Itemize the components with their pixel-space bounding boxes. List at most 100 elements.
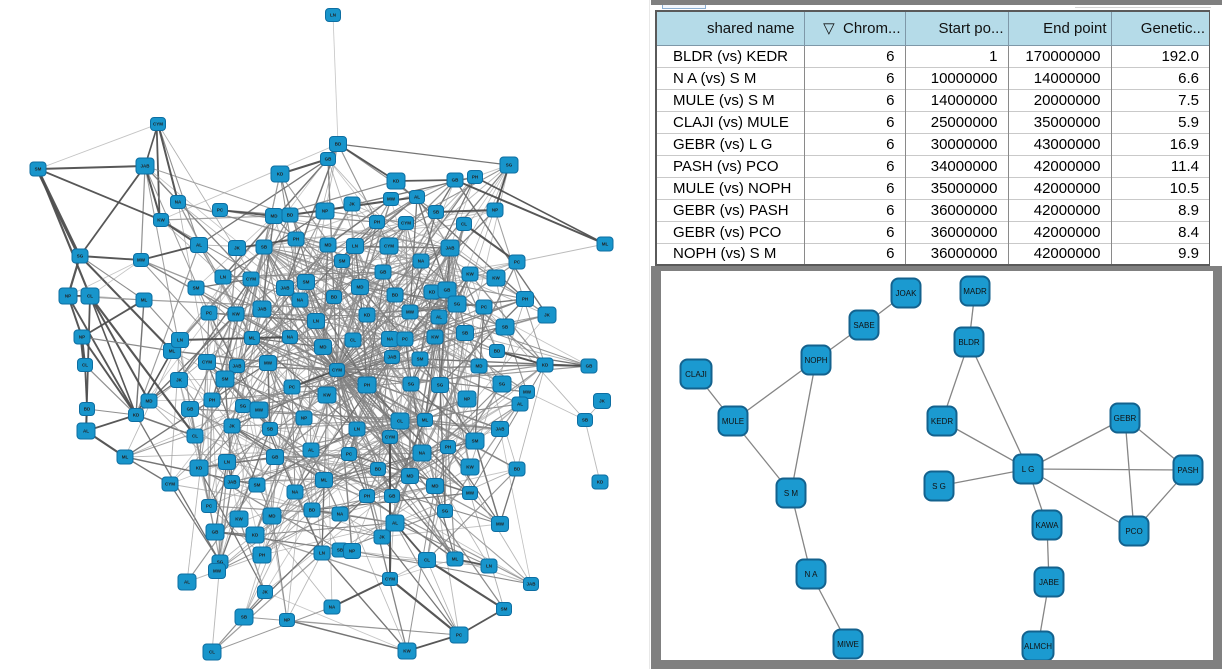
svg-text:KW: KW <box>466 272 474 277</box>
svg-text:JK: JK <box>379 535 386 540</box>
svg-text:LN: LN <box>313 319 319 324</box>
svg-text:PC: PC <box>402 337 409 342</box>
svg-text:ML: ML <box>122 455 129 460</box>
svg-text:ML: ML <box>602 242 609 247</box>
svg-text:SM: SM <box>339 259 346 264</box>
svg-text:KW: KW <box>232 312 240 317</box>
svg-text:ML: ML <box>249 336 256 341</box>
svg-text:MULE: MULE <box>722 417 744 426</box>
svg-text:ML: ML <box>321 478 328 483</box>
svg-text:SABE: SABE <box>853 321 874 330</box>
svg-text:KD: KD <box>542 363 549 368</box>
svg-text:NA: NA <box>175 200 182 205</box>
svg-text:BD: BD <box>392 293 399 298</box>
svg-text:PASH: PASH <box>1177 466 1198 475</box>
svg-text:KD: KD <box>393 179 400 184</box>
svg-text:SM: SM <box>35 167 42 172</box>
svg-text:JAB: JAB <box>257 307 267 312</box>
svg-text:JAB: JAB <box>232 364 242 369</box>
svg-text:CLAJI: CLAJI <box>685 370 707 379</box>
svg-text:PH: PH <box>293 237 299 242</box>
svg-text:NOPH: NOPH <box>804 356 827 365</box>
svg-text:SG: SG <box>506 163 513 168</box>
svg-text:NP: NP <box>65 294 71 299</box>
svg-text:KW: KW <box>466 465 474 470</box>
svg-text:JOAK: JOAK <box>896 289 918 298</box>
svg-text:NA: NA <box>418 259 425 264</box>
svg-text:SG: SG <box>499 382 506 387</box>
svg-text:AL: AL <box>196 243 202 248</box>
svg-text:MD: MD <box>320 345 328 350</box>
svg-text:JAB: JAB <box>445 246 455 251</box>
svg-text:BD: BD <box>514 467 521 472</box>
svg-text:ML: ML <box>452 557 459 562</box>
svg-text:KD: KD <box>364 313 371 318</box>
svg-text:GEBR: GEBR <box>1114 414 1137 423</box>
svg-text:BD: BD <box>331 295 338 300</box>
svg-text:NA: NA <box>337 512 344 517</box>
svg-text:SB: SB <box>241 615 248 620</box>
svg-text:MD: MD <box>271 214 279 219</box>
svg-text:NA: NA <box>297 298 304 303</box>
svg-text:NA: NA <box>387 337 394 342</box>
svg-text:AL: AL <box>184 580 190 585</box>
svg-text:CYM: CYM <box>385 577 395 582</box>
svg-text:GB: GB <box>272 455 280 460</box>
svg-text:PH: PH <box>364 383 370 388</box>
svg-text:PC: PC <box>206 504 213 509</box>
svg-text:BD: BD <box>494 349 501 354</box>
svg-text:SG: SG <box>454 302 461 307</box>
svg-text:ML: ML <box>422 418 429 423</box>
svg-text:GB: GB <box>452 178 460 183</box>
svg-text:SG: SG <box>442 509 449 514</box>
svg-text:SB: SB <box>433 210 440 215</box>
svg-text:SM: SM <box>472 439 479 444</box>
svg-text:MW: MW <box>255 408 264 413</box>
svg-text:PH: PH <box>364 494 370 499</box>
svg-text:KD: KD <box>429 290 436 295</box>
svg-text:MW: MW <box>264 361 273 366</box>
svg-text:PH: PH <box>522 297 528 302</box>
svg-text:KD: KD <box>196 466 203 471</box>
svg-text:CYM: CYM <box>385 435 395 440</box>
svg-text:GB: GB <box>212 530 220 535</box>
svg-text:ML: ML <box>169 349 176 354</box>
svg-text:S M: S M <box>784 489 799 498</box>
svg-text:MD: MD <box>476 364 484 369</box>
svg-text:MW: MW <box>137 258 146 263</box>
svg-text:LN: LN <box>319 551 325 556</box>
svg-text:CYM: CYM <box>153 122 163 127</box>
svg-text:AL: AL <box>308 448 314 453</box>
svg-text:JK: JK <box>176 378 183 383</box>
svg-text:SM: SM <box>417 357 424 362</box>
svg-text:CL: CL <box>397 419 403 424</box>
svg-text:JAB: JAB <box>387 355 397 360</box>
svg-text:JK: JK <box>234 246 241 251</box>
svg-text:MD: MD <box>407 474 415 479</box>
svg-text:MADR: MADR <box>963 287 987 296</box>
svg-text:ALMCH: ALMCH <box>1024 642 1052 651</box>
svg-text:CL: CL <box>461 222 467 227</box>
svg-text:JABE: JABE <box>1039 578 1059 587</box>
svg-text:KW: KW <box>157 218 165 223</box>
svg-text:KW: KW <box>492 276 500 281</box>
svg-text:NP: NP <box>492 208 498 213</box>
svg-text:CYM: CYM <box>165 482 175 487</box>
svg-text:NP: NP <box>284 618 290 623</box>
svg-text:LN: LN <box>220 275 226 280</box>
svg-text:SB: SB <box>261 245 268 250</box>
svg-text:SB: SB <box>502 325 509 330</box>
svg-text:SB: SB <box>462 331 469 336</box>
svg-text:PH: PH <box>445 445 451 450</box>
svg-text:BLDR: BLDR <box>958 338 980 347</box>
svg-text:SB: SB <box>267 427 274 432</box>
svg-text:MW: MW <box>387 197 396 202</box>
svg-text:PC: PC <box>206 311 213 316</box>
svg-text:BD: BD <box>375 467 382 472</box>
svg-text:LN: LN <box>330 13 336 18</box>
svg-text:NA: NA <box>419 451 426 456</box>
svg-text:MW: MW <box>523 390 532 395</box>
svg-text:PC: PC <box>456 633 463 638</box>
svg-text:LN: LN <box>352 244 358 249</box>
svg-text:AL: AL <box>436 315 442 320</box>
